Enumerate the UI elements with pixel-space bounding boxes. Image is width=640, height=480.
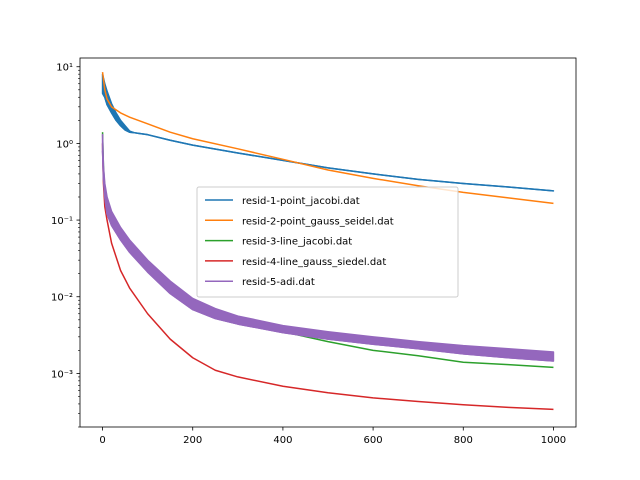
x-tick-label: 200 — [183, 435, 202, 446]
series-1 — [101, 73, 555, 192]
legend-label: resid-4-line_gauss_siedel.dat — [242, 257, 386, 268]
x-tick-label: 600 — [364, 435, 383, 446]
series-4 — [101, 143, 554, 411]
x-tick-label: 800 — [454, 435, 473, 446]
y-tick-label: 10⁻² — [51, 293, 73, 304]
y-tick-label: 10⁰ — [56, 139, 73, 150]
legend-label: resid-1-point_jacobi.dat — [242, 196, 360, 207]
plot-series — [101, 72, 555, 411]
legend: resid-1-point_jacobi.dat resid-2-point_ga… — [196, 186, 459, 298]
x-tick-label: 1000 — [541, 435, 566, 446]
axes-frame — [79, 57, 577, 428]
legend-label: resid-3-line_jacobi.dat — [242, 237, 352, 248]
series-line — [101, 143, 554, 411]
legend-label: resid-2-point_gauss_seidel.dat — [242, 216, 394, 227]
series-line — [101, 150, 554, 362]
series-5 — [101, 133, 555, 362]
legend-box — [196, 186, 459, 298]
y-tick-label: 10⁻¹ — [51, 216, 73, 227]
x-tick-label: 400 — [273, 435, 292, 446]
axes: 0 200 400 600 800 1000 10⁻³ 10⁻² 10⁻¹ 10⁰ 10¹ resid… — [51, 57, 577, 446]
series-line — [101, 92, 554, 192]
y-tick-label: 10¹ — [56, 63, 73, 74]
y-tick-label: 10⁻³ — [51, 369, 73, 380]
x-tick-label: 0 — [99, 435, 105, 446]
legend-label: resid-5-adi.dat — [242, 277, 315, 288]
